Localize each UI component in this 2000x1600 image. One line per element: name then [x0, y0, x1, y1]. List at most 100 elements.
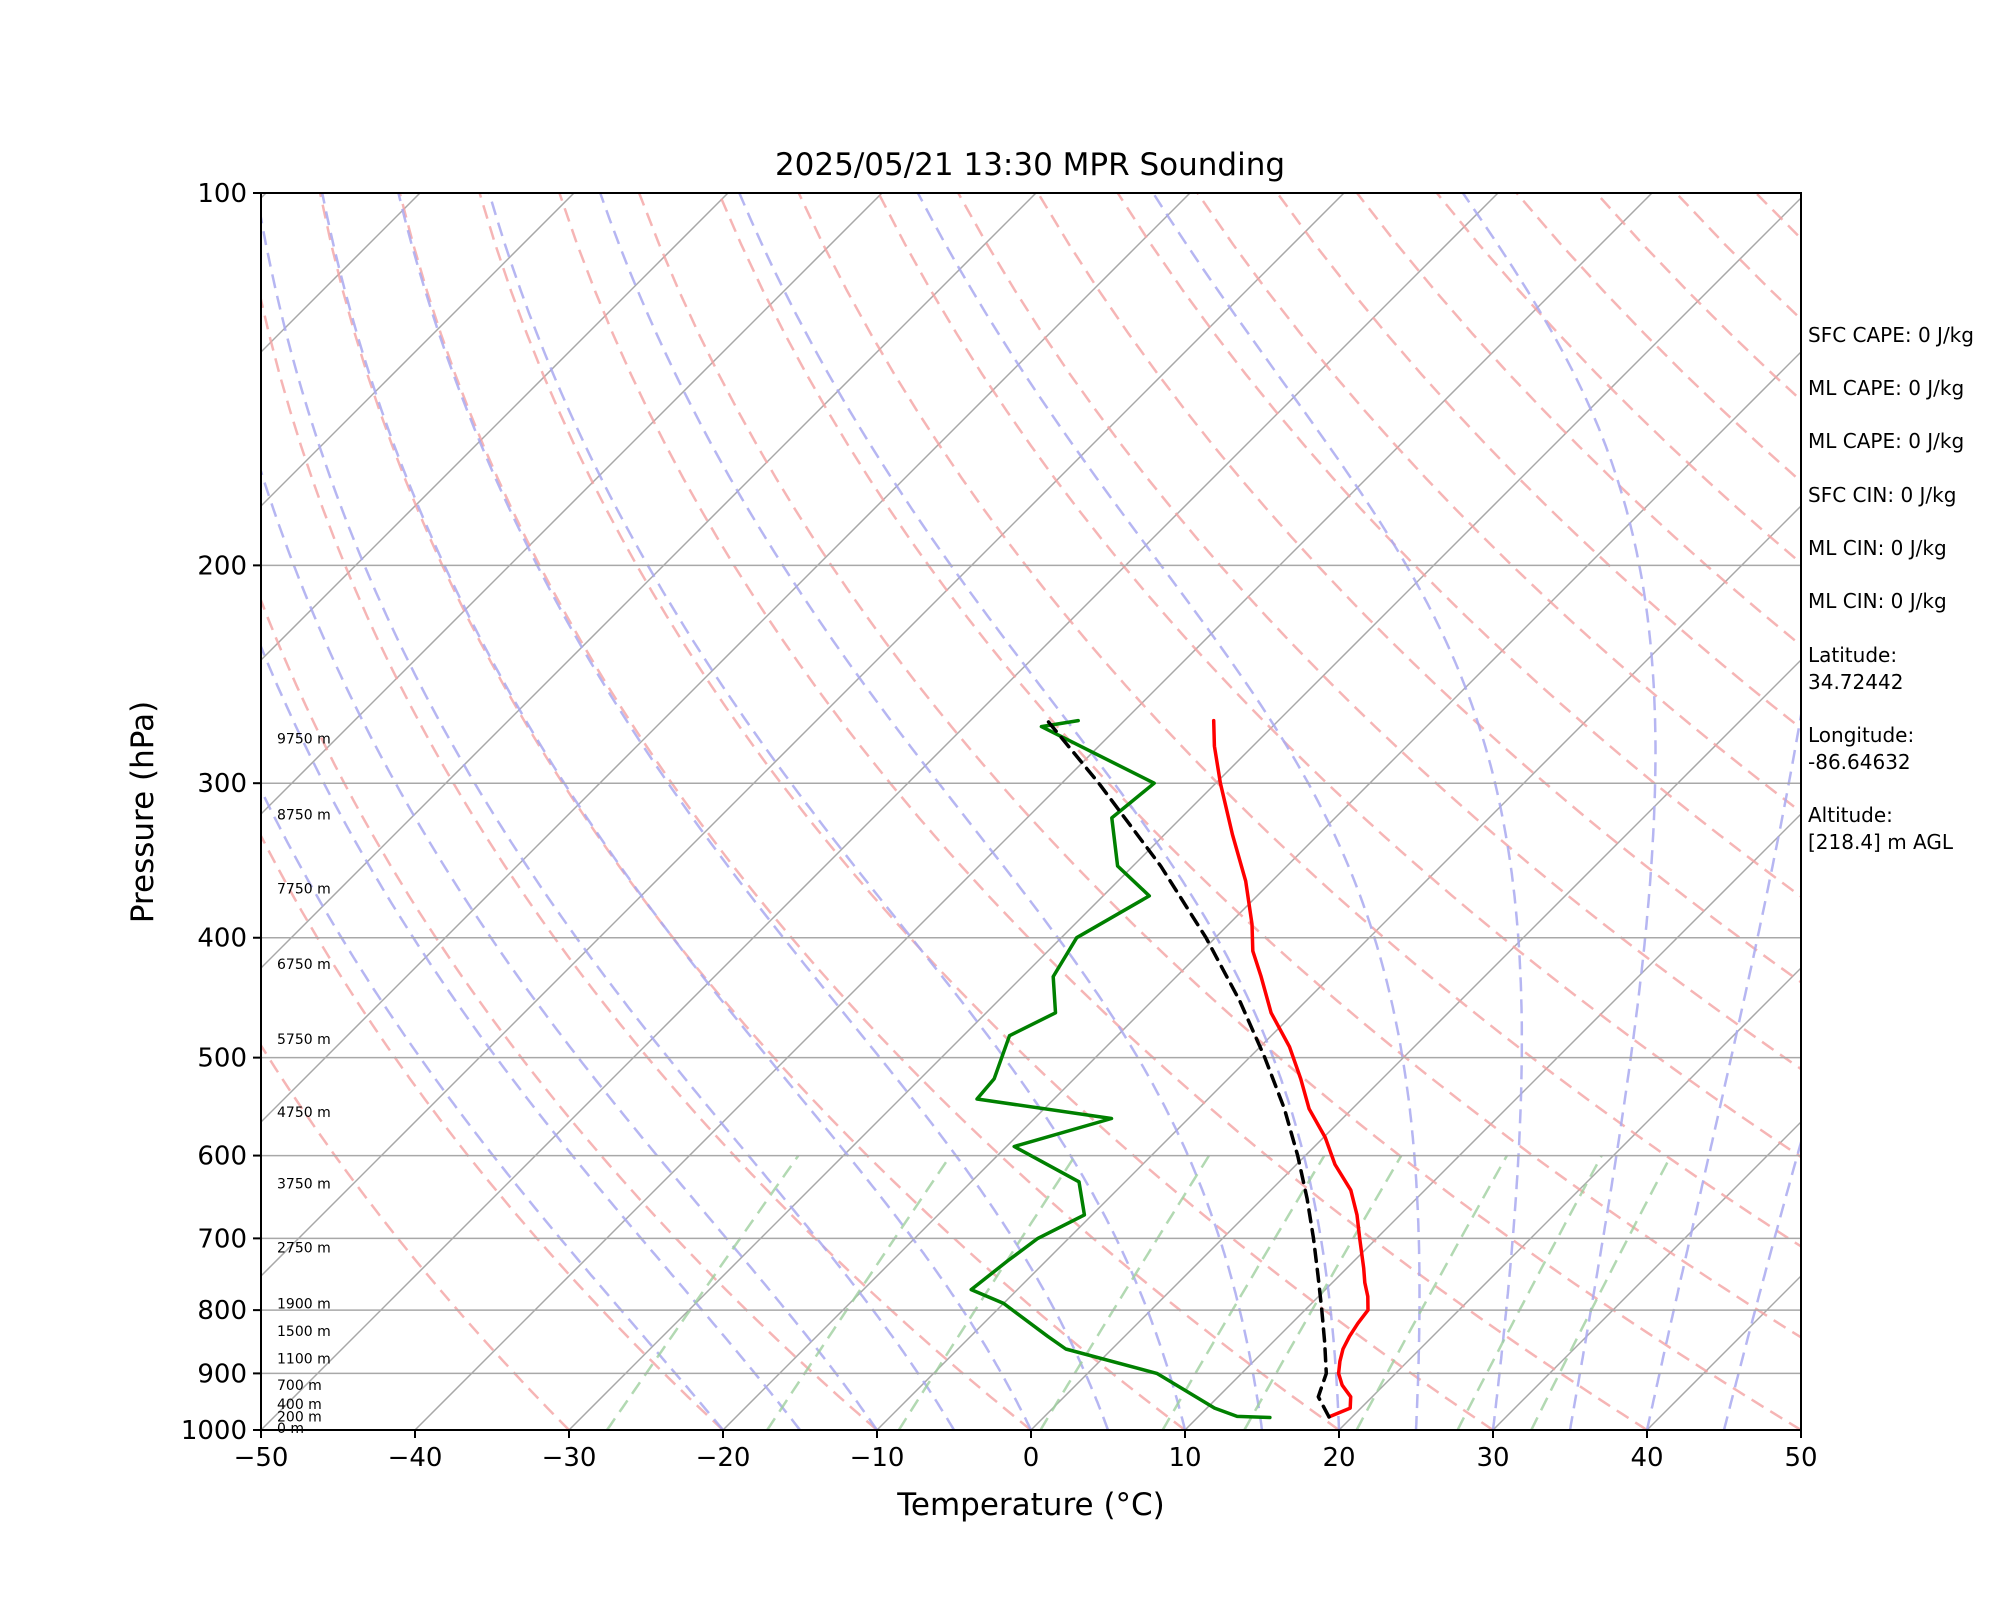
x-axis-ticks: −50 −40 −30 −20 −10 0 10 20 30 40 50: [234, 1430, 1818, 1473]
dry-adiabat-line: [398, 193, 1340, 1430]
height-label: 6750 m: [277, 957, 331, 973]
moist-adiabat-line: [599, 193, 1264, 1430]
x-tick-label: 50: [1784, 1443, 1817, 1473]
sounding-series: [969, 718, 1370, 1420]
info-text: Latitude: 34.72442: [1808, 643, 1904, 694]
x-tick-label: 10: [1168, 1443, 1201, 1473]
isotherm-line: [261, 193, 1037, 970]
mixing-ratio-line: [1161, 1154, 1326, 1430]
x-axis-label: Temperature (°C): [896, 1487, 1165, 1523]
isotherm-line: [1030, 658, 1801, 1430]
mixing-ratio-line: [1530, 1155, 1673, 1430]
mixing-ratio-line: [605, 1154, 800, 1430]
isotherm-line: [414, 193, 1653, 1430]
moist-adiabat-line: [261, 787, 724, 1430]
x-tick-label: 40: [1630, 1443, 1663, 1473]
x-tick-label: −10: [850, 1443, 905, 1473]
dry-adiabat-line: [797, 193, 1801, 1248]
isotherm-line: [1338, 966, 1801, 1430]
sounding-series-line: [969, 718, 1272, 1420]
dry-adiabat-line: [957, 193, 1801, 1071]
height-label: 400 m: [277, 1397, 322, 1413]
y-tick-label: 300: [197, 769, 247, 799]
isotherm-line: [261, 193, 575, 508]
info-text: Altitude: [218.4] m AGL: [1808, 803, 1954, 854]
height-label: 5750 m: [277, 1032, 331, 1048]
y-tick-label: 1000: [181, 1416, 247, 1446]
y-axis-label: Pressure (hPa): [125, 701, 161, 923]
isotherm-line: [876, 504, 1801, 1430]
y-tick-label: 700: [197, 1224, 247, 1254]
height-label: 200 m: [277, 1409, 322, 1425]
moist-adiabat-line: [1722, 1137, 1801, 1430]
sounding-series-line: [1045, 718, 1331, 1419]
dry-adiabat-line: [558, 193, 1648, 1430]
dry-adiabat-line: [877, 193, 1801, 1159]
dry-adiabat-line: [637, 193, 1801, 1430]
dry-adiabat-line: [318, 193, 1186, 1430]
dry-adiabat-line: [1995, 193, 2000, 1430]
isotherm-line: [261, 193, 1345, 1278]
mixing-ratio-line: [1456, 1155, 1603, 1430]
info-text: SFC CAPE: 0 J/kg: [1808, 323, 1974, 347]
moist-adiabat-line: [261, 210, 956, 1430]
x-tick-label: −40: [388, 1443, 443, 1473]
moist-adiabat-line: [397, 193, 1110, 1430]
y-tick-label: 200: [197, 551, 247, 581]
y-tick-label: 600: [197, 1142, 247, 1172]
height-label: 1100 m: [277, 1351, 331, 1367]
x-tick-label: 0: [1023, 1443, 1040, 1473]
info-text: Longitude: -86.64632: [1808, 723, 1915, 774]
dry-adiabat-line: [261, 596, 878, 1430]
info-text: SFC CIN: 0 J/kg: [1808, 483, 1957, 507]
height-label: 9750 m: [277, 731, 331, 747]
height-label: 2750 m: [277, 1241, 331, 1257]
moist-adiabat-line: [488, 193, 1187, 1430]
x-tick-label: −50: [234, 1443, 289, 1473]
height-label: 1500 m: [277, 1324, 331, 1340]
height-label: 4750 m: [277, 1105, 331, 1121]
moist-adiabat-line: [738, 193, 1341, 1430]
y-tick-label: 100: [197, 179, 247, 209]
isotherm-line: [1492, 1120, 1801, 1430]
info-text: ML CAPE: 0 J/kg: [1808, 376, 1965, 400]
x-tick-label: 30: [1476, 1443, 1509, 1473]
height-label: 0 m: [277, 1421, 304, 1437]
y-tick-label: 500: [197, 1044, 247, 1074]
height-label: 8750 m: [277, 808, 331, 824]
chart-title: 2025/05/21 13:30 MPR Sounding: [775, 147, 1285, 183]
isotherm-line: [261, 193, 729, 662]
dry-adiabat-line: [478, 193, 1494, 1430]
moist-adiabat-line: [320, 193, 1033, 1430]
dry-adiabat-line: [261, 294, 1032, 1430]
moist-adiabat-line: [1645, 707, 1801, 1430]
mixing-ratio-line: [897, 1154, 1077, 1430]
sounding-series-line: [1211, 718, 1370, 1419]
height-label: 700 m: [277, 1378, 322, 1394]
dry-adiabat-line: [717, 193, 1801, 1339]
y-tick-label: 900: [197, 1359, 247, 1389]
isotherm-line: [1184, 812, 1801, 1430]
y-tick-label: 800: [197, 1296, 247, 1326]
moist-adiabat-line: [1152, 193, 1524, 1430]
x-tick-label: −20: [696, 1443, 751, 1473]
moist-adiabat-line: [1461, 193, 1657, 1430]
x-tick-label: 20: [1322, 1443, 1355, 1473]
info-text: ML CIN: 0 J/kg: [1808, 589, 1947, 613]
height-label: 7750 m: [277, 882, 331, 898]
isotherm-line: [261, 193, 1191, 1124]
isotherm-line: [261, 193, 1499, 1430]
background-lines: [0, 193, 2000, 1430]
mixing-ratio-line: [766, 1154, 952, 1430]
moist-adiabat-line: [916, 193, 1421, 1430]
isotherm-line: [568, 196, 1801, 1430]
isotherm-line: [722, 350, 1801, 1430]
height-label: 3750 m: [277, 1176, 331, 1192]
y-tick-label: 400: [197, 924, 247, 954]
isotherm-line: [0, 193, 112, 1430]
isotherm-line: [261, 193, 883, 816]
height-label: 1900 m: [277, 1296, 331, 1312]
info-text: ML CAPE: 0 J/kg: [1808, 429, 1965, 453]
